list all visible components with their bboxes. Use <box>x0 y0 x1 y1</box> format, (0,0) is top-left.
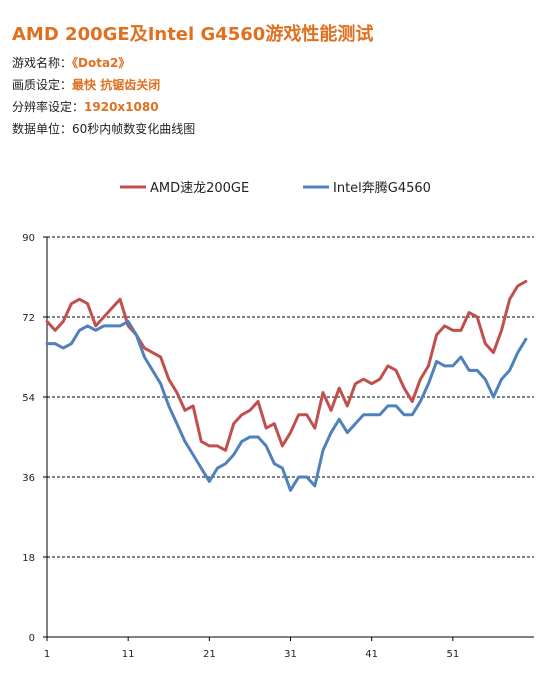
info-label: 游戏名称： <box>12 56 73 70</box>
axes <box>43 236 534 641</box>
y-tick-label: 90 <box>22 233 35 244</box>
y-tick-label: 0 <box>29 633 35 644</box>
x-tick-label: 11 <box>122 649 135 660</box>
series-lines <box>45 279 528 492</box>
y-tick-label: 36 <box>22 473 35 484</box>
x-tick-label: 41 <box>365 649 378 660</box>
grid-lines <box>47 236 534 558</box>
info-row-resolution: 分辨率设定：1920x1080 <box>12 98 159 115</box>
info-value: 最快 抗锯齿关闭 <box>72 78 161 92</box>
legend-label: AMD速龙200GE <box>150 181 249 196</box>
x-tick-label: 1 <box>44 649 50 660</box>
info-row-unit: 数据单位：60秒内帧数变化曲线图 <box>12 120 195 137</box>
chart-title: AMD 200GE及Intel G4560游戏性能测试 <box>12 24 374 45</box>
y-tick-label: 54 <box>22 393 35 404</box>
y-tick-label: 18 <box>22 553 35 564</box>
info-row-game: 游戏名称：《Dota2》 <box>12 54 130 71</box>
legend: AMD速龙200GE Intel奔腾G4560 <box>120 180 431 196</box>
info-value: 《Dota2》 <box>72 56 131 70</box>
x-tick-label: 51 <box>446 649 459 660</box>
x-tick-label: 31 <box>284 649 297 660</box>
y-tick-label: 72 <box>22 313 35 324</box>
info-value: 60秒内帧数变化曲线图 <box>72 122 196 136</box>
legend-label: Intel奔腾G4560 <box>333 180 431 196</box>
info-label: 分辨率设定： <box>12 100 85 114</box>
info-label: 画质设定： <box>12 78 73 92</box>
info-row-quality: 画质设定：最快 抗锯齿关闭 <box>12 76 160 93</box>
series-line-2 <box>45 319 528 492</box>
info-value: 1920x1080 <box>84 100 159 114</box>
x-tick-label: 21 <box>203 649 216 660</box>
info-label: 数据单位： <box>12 122 73 136</box>
